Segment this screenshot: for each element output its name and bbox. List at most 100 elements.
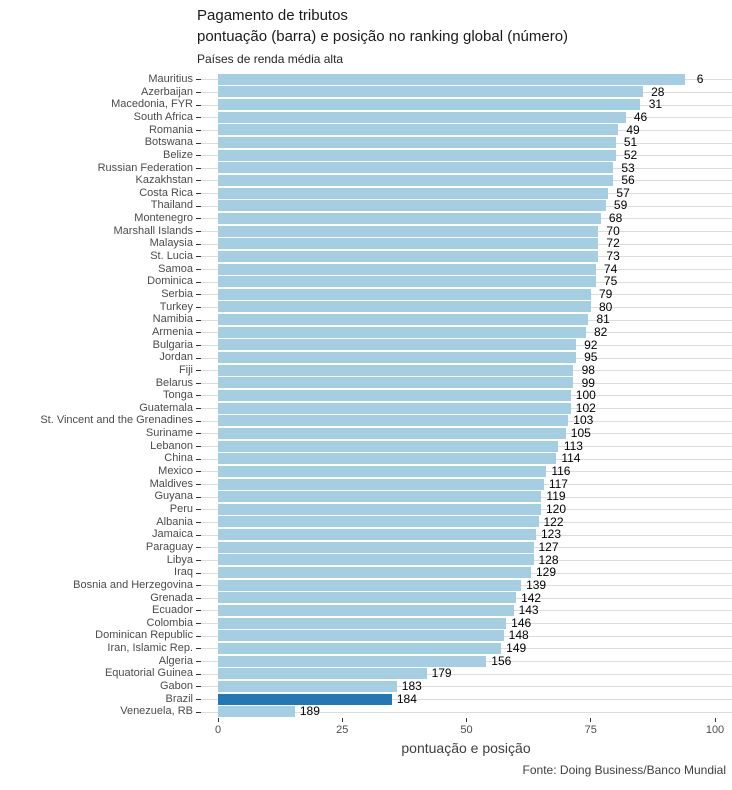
country-label: Brazil [165,692,193,705]
country-label: Fiji [178,363,193,376]
rank-label: 81 [596,312,610,327]
score-bar [218,263,596,275]
y-tick-mark [196,218,201,220]
chart-row: Algeria 156 [0,655,732,668]
chart-row: Belize 52 [0,149,732,162]
chart-row: Lebanon 113 [0,440,732,453]
rank-label: 114 [561,451,581,466]
chart-row: Ecuador 143 [0,604,732,617]
score-bar [218,567,532,579]
y-tick-mark [196,635,201,637]
country-label: Guyana [154,490,193,503]
country-label: Marshall Islands [113,224,193,237]
rank-label: 49 [626,122,640,137]
score-bar [218,503,542,515]
y-tick-mark [196,496,201,498]
country-label: St. Lucia [150,250,193,263]
chart-row: China 114 [0,452,732,465]
chart-row: Libya 128 [0,552,732,567]
country-label: Jamaica [152,528,193,541]
rank-label: 148 [508,628,529,643]
score-bar [218,276,596,288]
score-bar [218,453,556,465]
chart-row: Paraguay 127 [0,541,732,554]
country-label: Bulgaria [152,338,193,351]
y-tick-mark [196,193,201,195]
x-tick-mark [590,718,592,722]
y-tick-mark [196,547,201,549]
country-label: Iran, Islamic Rep. [107,642,193,655]
rank-label: 59 [613,198,628,213]
country-label: Gabon [159,680,193,693]
rank-label: 75 [603,274,618,289]
y-tick-mark [196,433,201,435]
chart-row: Bulgaria 92 [0,338,732,352]
rank-label: 129 [535,565,557,580]
rank-label: 52 [623,147,638,162]
chart-row: Tonga 100 [0,389,732,402]
score-bar [218,339,576,351]
y-tick-mark [196,711,201,713]
y-tick-mark [196,572,201,574]
chart-row: Grenada 142 [0,591,732,605]
score-bar [218,301,591,313]
x-tick-label: 50 [460,724,473,736]
country-label: St. Vincent and the Grenadines [40,414,193,427]
chart-row: Bosnia and Herzegovina 139 [0,579,732,592]
y-tick-mark [196,306,201,308]
chart-row: Romania 49 [0,122,732,137]
chart-row: Azerbaijan 28 [0,85,732,99]
y-tick-mark [196,484,201,486]
score-bar [218,491,542,503]
rank-label: 183 [401,679,422,694]
y-tick-mark [196,446,201,448]
score-bar [218,604,514,616]
y-tick-mark [196,521,201,523]
y-tick-mark [196,610,201,612]
country-label: Thailand [150,199,193,212]
rank-label: 95 [584,350,598,365]
y-tick-mark [196,559,201,561]
chart-row: Brazil 184 [0,693,732,706]
score-bar [218,200,606,212]
y-tick-mark [196,167,201,169]
country-label: Dominica [147,275,193,288]
score-bar [218,111,626,123]
y-tick-mark [196,357,201,359]
chart-row: Albania 122 [0,515,732,529]
score-bar [218,415,569,427]
row-gridline [198,711,732,713]
country-label: Jordan [159,351,193,364]
chart-row: Maldives 117 [0,478,732,491]
rank-label: 57 [616,185,630,200]
chart-row: Suriname 105 [0,427,732,440]
chart-subtitle: pontuação (barra) e posição no ranking g… [197,28,569,45]
score-bar [218,174,614,186]
chart-row: Iraq 129 [0,566,732,579]
rank-label: 6 [696,72,704,86]
chart-row: Iran, Islamic Rep. 149 [0,642,732,655]
rank-label: 156 [491,653,512,668]
score-bar [218,478,544,490]
y-tick-mark [196,180,201,182]
chart-row: Botswana 51 [0,136,732,149]
y-tick-mark [196,623,201,625]
score-bar [218,314,589,326]
country-label: Azerbaijan [141,85,193,98]
rank-label: 128 [538,552,559,567]
rank-label: 99 [581,375,595,390]
chart-row: Russian Federation 53 [0,161,732,175]
rank-label: 179 [431,666,452,681]
y-tick-mark [196,661,201,663]
chart-row: Samoa 74 [0,263,732,276]
y-tick-mark [196,117,201,119]
score-bar [218,465,546,477]
y-tick-mark [196,699,201,701]
score-bar [218,642,502,654]
country-label: Colombia [146,616,193,629]
y-tick-mark [196,420,201,422]
country-label: Belarus [155,376,193,389]
rank-label: 113 [563,438,583,453]
y-tick-mark [196,319,201,321]
country-label: Mexico [158,465,193,478]
